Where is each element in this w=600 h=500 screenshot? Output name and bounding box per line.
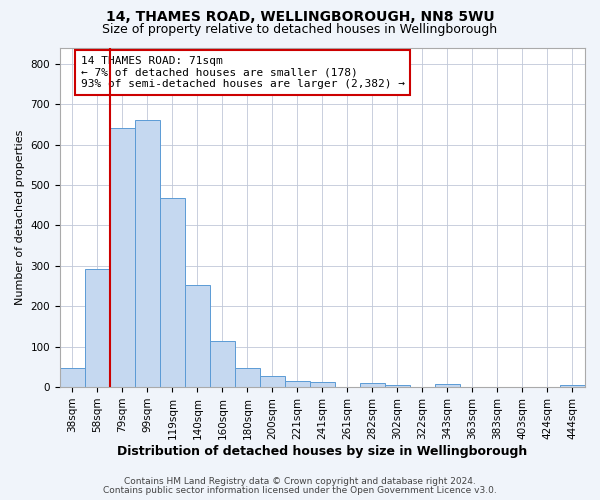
Bar: [435, 384, 460, 387]
Bar: [185, 285, 210, 387]
Text: Contains HM Land Registry data © Crown copyright and database right 2024.: Contains HM Land Registry data © Crown c…: [124, 477, 476, 486]
Bar: [360, 383, 385, 387]
Bar: [210, 342, 235, 387]
Bar: [85, 268, 110, 387]
Bar: [310, 382, 335, 387]
X-axis label: Distribution of detached houses by size in Wellingborough: Distribution of detached houses by size …: [118, 444, 527, 458]
Text: 14 THAMES ROAD: 71sqm
← 7% of detached houses are smaller (178)
93% of semi-deta: 14 THAMES ROAD: 71sqm ← 7% of detached h…: [81, 56, 405, 89]
Bar: [285, 381, 310, 387]
Bar: [260, 376, 285, 387]
Bar: [560, 385, 585, 387]
Text: Size of property relative to detached houses in Wellingborough: Size of property relative to detached ho…: [103, 22, 497, 36]
Bar: [60, 368, 85, 387]
Bar: [235, 368, 260, 387]
Text: 14, THAMES ROAD, WELLINGBOROUGH, NN8 5WU: 14, THAMES ROAD, WELLINGBOROUGH, NN8 5WU: [106, 10, 494, 24]
Text: Contains public sector information licensed under the Open Government Licence v3: Contains public sector information licen…: [103, 486, 497, 495]
Bar: [385, 385, 410, 387]
Bar: [110, 128, 135, 387]
Bar: [160, 198, 185, 387]
Y-axis label: Number of detached properties: Number of detached properties: [15, 130, 25, 305]
Bar: [135, 120, 160, 387]
